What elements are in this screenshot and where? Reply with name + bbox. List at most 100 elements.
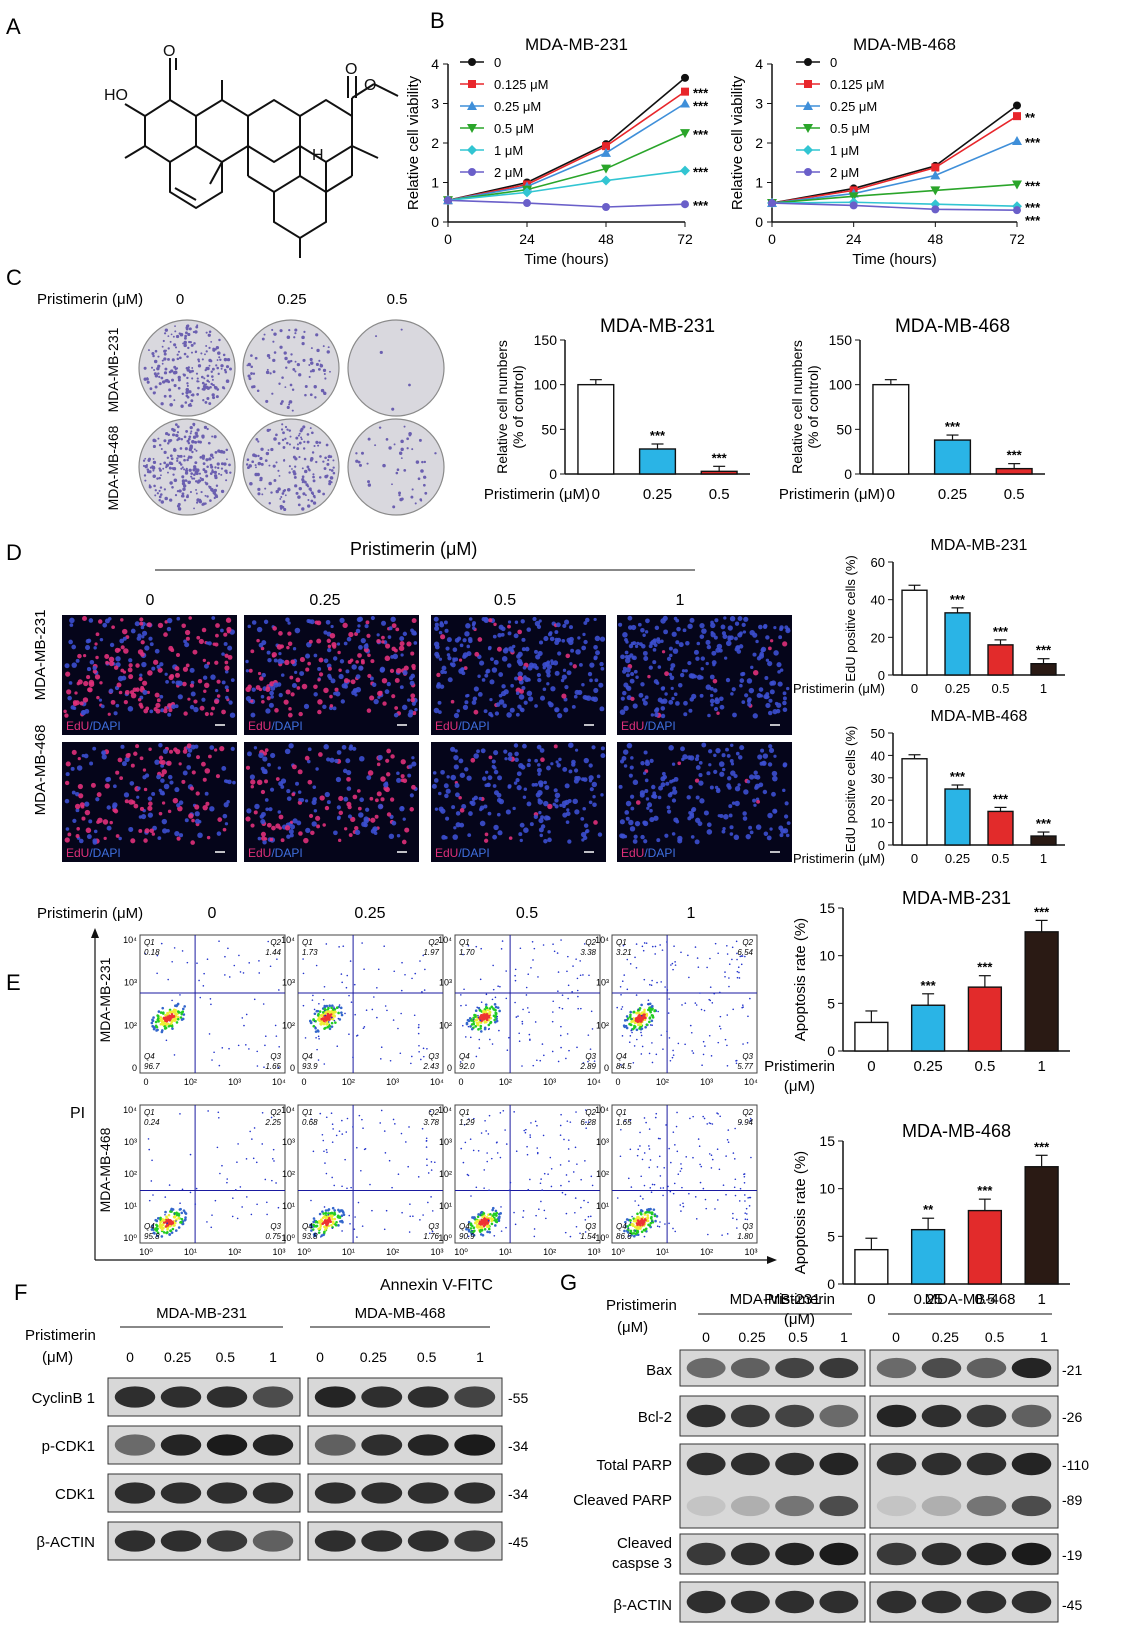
- colony: [266, 368, 269, 371]
- cell-nucleus: [352, 687, 358, 694]
- cell-nucleus: [619, 819, 625, 825]
- cell-nucleus: [497, 775, 503, 781]
- colony: [184, 471, 189, 475]
- colony: [202, 462, 206, 466]
- event: [330, 1016, 333, 1019]
- cell-nucleus: [679, 672, 685, 678]
- cell-nucleus: [773, 809, 778, 813]
- category-label: 0.5: [1004, 486, 1025, 503]
- quadrant-value: 84.5: [616, 1062, 632, 1071]
- cell-nucleus: [189, 786, 195, 791]
- cell-nucleus: [450, 699, 455, 704]
- event: [473, 1117, 475, 1120]
- colony: [169, 340, 172, 343]
- dose-header: 0.25: [309, 592, 340, 609]
- cell-nucleus: [316, 638, 322, 644]
- cell-nucleus: [571, 704, 576, 709]
- cell-nucleus: [250, 699, 254, 703]
- cell-nucleus: [470, 800, 476, 806]
- cell-nucleus: [632, 641, 637, 646]
- cell-nucleus: [688, 811, 692, 815]
- colony: [200, 375, 204, 379]
- cell-nucleus: [446, 637, 452, 643]
- colony: [297, 434, 300, 437]
- cell-nucleus: [277, 810, 282, 814]
- cell-nucleus: [515, 778, 520, 783]
- colony: [288, 429, 292, 432]
- cell-nucleus: [160, 778, 165, 783]
- e-treat-label: Pristimerin (μM): [37, 905, 143, 922]
- cell-nucleus: [504, 757, 508, 761]
- colony: [211, 378, 214, 381]
- cell-nucleus: [490, 714, 494, 718]
- event: [492, 988, 495, 991]
- cell-nucleus: [280, 673, 285, 677]
- colony: [206, 427, 209, 431]
- flow-y-tick: 10³: [124, 978, 137, 988]
- event: [391, 1186, 393, 1189]
- event: [171, 999, 173, 1002]
- cell-nucleus: [652, 638, 657, 643]
- data-point: [931, 163, 940, 172]
- colony: [184, 401, 188, 404]
- cell-nucleus: [250, 785, 254, 789]
- event: [148, 1148, 151, 1151]
- event: [497, 1219, 501, 1223]
- colony: [176, 425, 180, 429]
- colony: [160, 500, 165, 504]
- event: [317, 1035, 320, 1038]
- event: [484, 1020, 488, 1024]
- cell-nucleus: [262, 839, 267, 845]
- event: [641, 1045, 644, 1048]
- colony: [152, 457, 155, 460]
- cell-nucleus: [629, 794, 635, 799]
- colony: [209, 472, 213, 475]
- colony: [193, 477, 196, 480]
- event: [358, 1114, 361, 1117]
- event: [677, 1042, 680, 1045]
- cell-nucleus: [473, 686, 479, 692]
- event: [313, 1233, 317, 1237]
- data-point: [522, 187, 532, 198]
- event: [364, 1147, 367, 1150]
- event: [640, 1034, 643, 1037]
- colony: [304, 469, 308, 474]
- cell-nucleus: [106, 825, 112, 831]
- stain-label: EdU/DAPI: [66, 846, 121, 860]
- colony: [196, 468, 200, 472]
- colony: [167, 357, 170, 361]
- cell-nucleus: [471, 700, 477, 705]
- cell-nucleus: [507, 620, 512, 624]
- colony: [218, 472, 221, 475]
- cell-nucleus: [526, 627, 532, 632]
- cell-nucleus: [340, 699, 345, 704]
- colony: [315, 460, 318, 464]
- cell-nucleus: [599, 706, 605, 712]
- cell-nucleus: [193, 706, 199, 713]
- event: [464, 1036, 467, 1038]
- event: [239, 1186, 242, 1188]
- event: [477, 1028, 480, 1031]
- cell-nucleus: [385, 643, 391, 649]
- flow-plot: [611, 934, 758, 1074]
- colony: [149, 466, 153, 469]
- event: [345, 986, 348, 989]
- colony: [209, 463, 213, 467]
- cell-nucleus: [216, 831, 222, 836]
- cell-nucleus: [434, 644, 440, 650]
- event: [527, 973, 530, 975]
- flow-x-tick: 10³: [700, 1077, 713, 1087]
- cell-nucleus: [115, 703, 120, 708]
- cell-nucleus: [546, 660, 551, 665]
- cell-nucleus: [473, 753, 479, 759]
- cell-nucleus: [458, 758, 464, 764]
- cell-nucleus: [174, 666, 180, 672]
- bar: [933, 439, 972, 475]
- event: [172, 1008, 176, 1012]
- quadrant-label: Q2: [270, 938, 281, 947]
- cell-nucleus: [147, 670, 153, 676]
- event: [470, 1019, 473, 1022]
- cell-nucleus: [593, 687, 599, 693]
- cell-nucleus: [726, 776, 732, 781]
